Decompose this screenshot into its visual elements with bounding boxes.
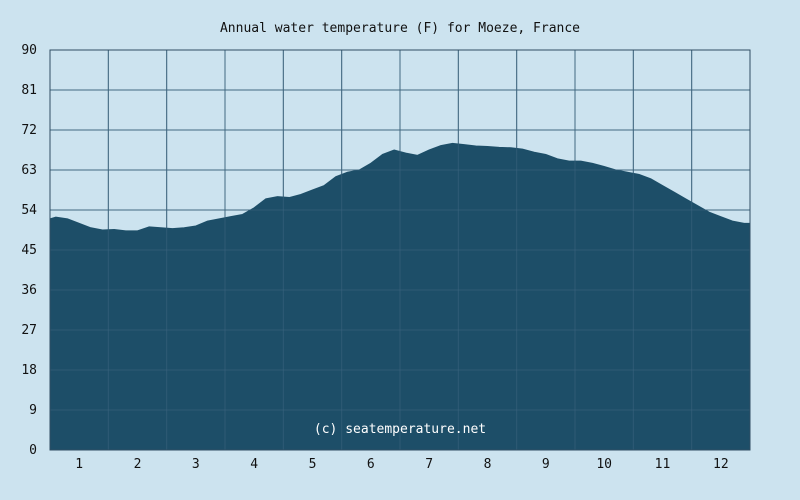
y-tick-label: 54 bbox=[21, 203, 37, 218]
x-tick-label: 2 bbox=[134, 457, 142, 472]
x-tick-label: 7 bbox=[425, 457, 433, 472]
x-tick-label: 9 bbox=[542, 457, 550, 472]
y-tick-label: 0 bbox=[29, 443, 37, 458]
y-tick-label: 9 bbox=[29, 403, 37, 418]
x-tick-label: 10 bbox=[596, 457, 612, 472]
chart-title: Annual water temperature (F) for Moeze, … bbox=[220, 21, 580, 36]
y-tick-label: 27 bbox=[21, 323, 37, 338]
x-tick-label: 11 bbox=[655, 457, 671, 472]
x-tick-label: 4 bbox=[250, 457, 258, 472]
x-tick-label: 6 bbox=[367, 457, 375, 472]
y-tick-label: 90 bbox=[21, 43, 37, 58]
watermark-text: (c) seatemperature.net bbox=[314, 422, 486, 437]
x-tick-label: 8 bbox=[484, 457, 492, 472]
x-tick-label: 5 bbox=[309, 457, 317, 472]
plot-border bbox=[49, 49, 751, 451]
x-tick-label: 12 bbox=[713, 457, 729, 472]
x-tick-label: 1 bbox=[75, 457, 83, 472]
x-tick-label: 3 bbox=[192, 457, 200, 472]
y-axis-tick-labels: 0 9 18 27 36 45 54 63 72 81 90 bbox=[21, 43, 37, 458]
y-tick-label: 72 bbox=[21, 123, 37, 138]
y-tick-label: 18 bbox=[21, 363, 37, 378]
y-tick-label: 45 bbox=[21, 243, 37, 258]
y-tick-label: 81 bbox=[21, 83, 37, 98]
x-axis-tick-labels: 1 2 3 4 5 6 7 8 9 10 11 12 bbox=[75, 457, 728, 472]
y-tick-label: 63 bbox=[21, 163, 37, 178]
y-tick-label: 36 bbox=[21, 283, 37, 298]
